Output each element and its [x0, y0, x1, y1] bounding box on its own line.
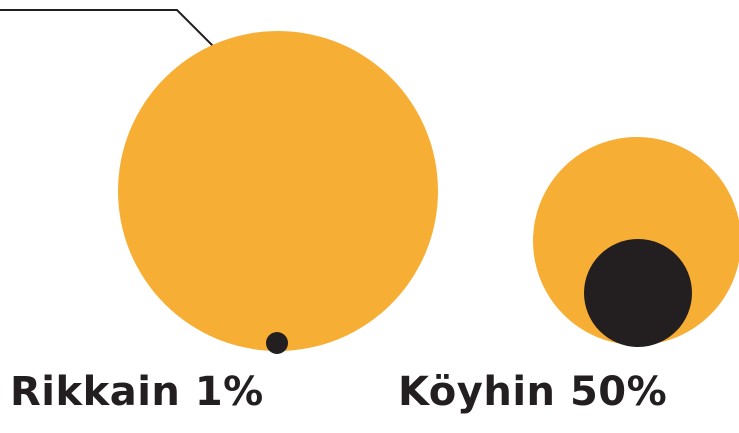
- poor-group-label: Köyhin 50%: [398, 369, 668, 415]
- rich-inner-dot: [266, 332, 288, 354]
- rich-group-label: Rikkain 1%: [10, 369, 264, 415]
- rich-outer-circle: [118, 31, 438, 351]
- poor-group: [533, 137, 739, 347]
- poor-inner-circle: [584, 239, 692, 347]
- rich-group: [118, 31, 438, 354]
